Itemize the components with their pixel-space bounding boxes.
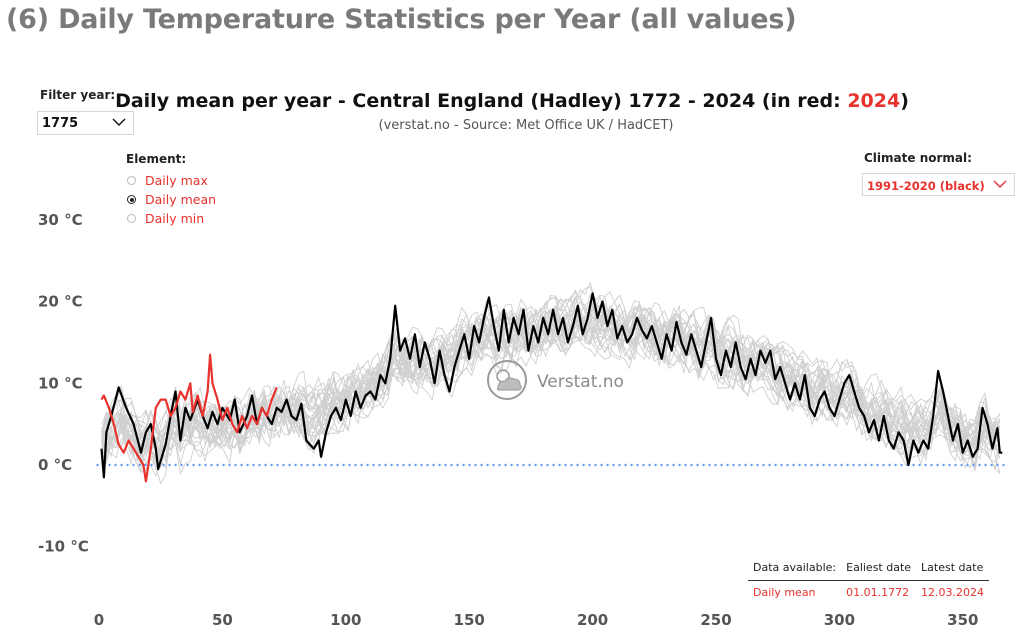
filter-year-select[interactable]: 1775: [37, 111, 134, 135]
y-tick-label: 10 °C: [38, 374, 83, 392]
table-header-cell: Latest date: [916, 559, 990, 581]
radio-label: Daily max: [145, 173, 208, 188]
radio-selected-icon: [127, 195, 136, 204]
x-tick-label: 0: [94, 611, 104, 629]
table-cell: Daily mean: [753, 586, 816, 599]
chevron-down-icon: [992, 177, 1008, 196]
watermark-logo-icon: [487, 360, 527, 400]
data-availability-table: Data available: Ealiest date Latest date…: [748, 559, 990, 602]
element-label: Element:: [126, 152, 187, 166]
table-header-cell: Ealiest date: [841, 559, 917, 581]
radio-circle-icon: [127, 214, 136, 223]
filter-year-value: 1775: [42, 116, 79, 131]
year-series-line: [101, 306, 1001, 473]
y-axis-ticks: -10 °C 0 °C 10 °C 20 °C 30 °C: [38, 211, 89, 556]
page-title: (6) Daily Temperature Statistics per Yea…: [6, 4, 797, 35]
y-tick-label: 0 °C: [38, 456, 72, 474]
table-header-row: Data available: Ealiest date Latest date: [748, 559, 990, 581]
radio-label: Daily mean: [145, 192, 217, 207]
watermark-cloud-icon: [496, 377, 522, 391]
year-series-line: [101, 296, 1001, 446]
chart-title-suffix: ): [900, 90, 909, 112]
chart-title: Daily mean per year - Central England (H…: [0, 90, 1024, 112]
filter-year-label: Filter year:: [40, 88, 116, 102]
x-tick-label: 50: [212, 611, 233, 629]
watermark-text: Verstat.no: [537, 372, 624, 392]
x-tick-label: 300: [824, 611, 855, 629]
table-cell: 12.03.2024: [921, 586, 985, 599]
watermark: Verstat.no: [487, 360, 624, 400]
climate-normal-select[interactable]: 1991-2020 (black): [862, 173, 1015, 196]
table-row: Daily mean 01.01.1772 12.03.2024: [748, 581, 989, 602]
x-tick-label: 350: [947, 611, 978, 629]
year-series-line: [101, 304, 1001, 464]
x-tick-label: 150: [454, 611, 485, 629]
climate-normal-value: 1991-2020 (black): [867, 179, 985, 193]
radio-circle-icon: [127, 176, 136, 185]
y-tick-label: 30 °C: [38, 211, 83, 229]
year-series-line: [101, 312, 1001, 471]
table-header-cell: Data available:: [748, 559, 842, 581]
x-tick-label: 100: [330, 611, 361, 629]
chart-title-main: Daily mean per year - Central England (H…: [115, 90, 848, 112]
y-tick-label: 20 °C: [38, 293, 83, 311]
chart-title-highlight-year: 2024: [847, 90, 901, 112]
x-tick-label: 200: [577, 611, 608, 629]
year-series-line: [101, 295, 1001, 461]
radio-label: Daily min: [145, 211, 205, 226]
y-tick-label: -10 °C: [38, 538, 89, 556]
x-axis-ticks: 0 50 100 150 200 250 300 350: [94, 611, 979, 629]
climate-normal-label: Climate normal:: [864, 151, 972, 165]
year-series-line: [101, 311, 1001, 475]
highlight-year-series-line: [100, 353, 278, 483]
chevron-down-icon: [111, 115, 127, 134]
table-cell: 01.01.1772: [846, 586, 910, 599]
chart-subtitle: (verstat.no - Source: Met Office UK / Ha…: [378, 118, 674, 133]
x-tick-label: 250: [700, 611, 731, 629]
